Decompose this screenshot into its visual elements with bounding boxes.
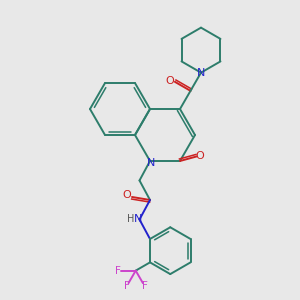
Text: F: F — [124, 281, 130, 291]
Text: F: F — [115, 266, 121, 276]
Text: O: O — [122, 190, 131, 200]
Text: O: O — [196, 151, 205, 161]
Text: O: O — [165, 76, 174, 85]
Text: F: F — [142, 281, 148, 291]
Text: H: H — [128, 214, 135, 224]
Text: N: N — [197, 68, 205, 78]
Text: N: N — [134, 214, 142, 224]
Text: N: N — [146, 158, 155, 168]
